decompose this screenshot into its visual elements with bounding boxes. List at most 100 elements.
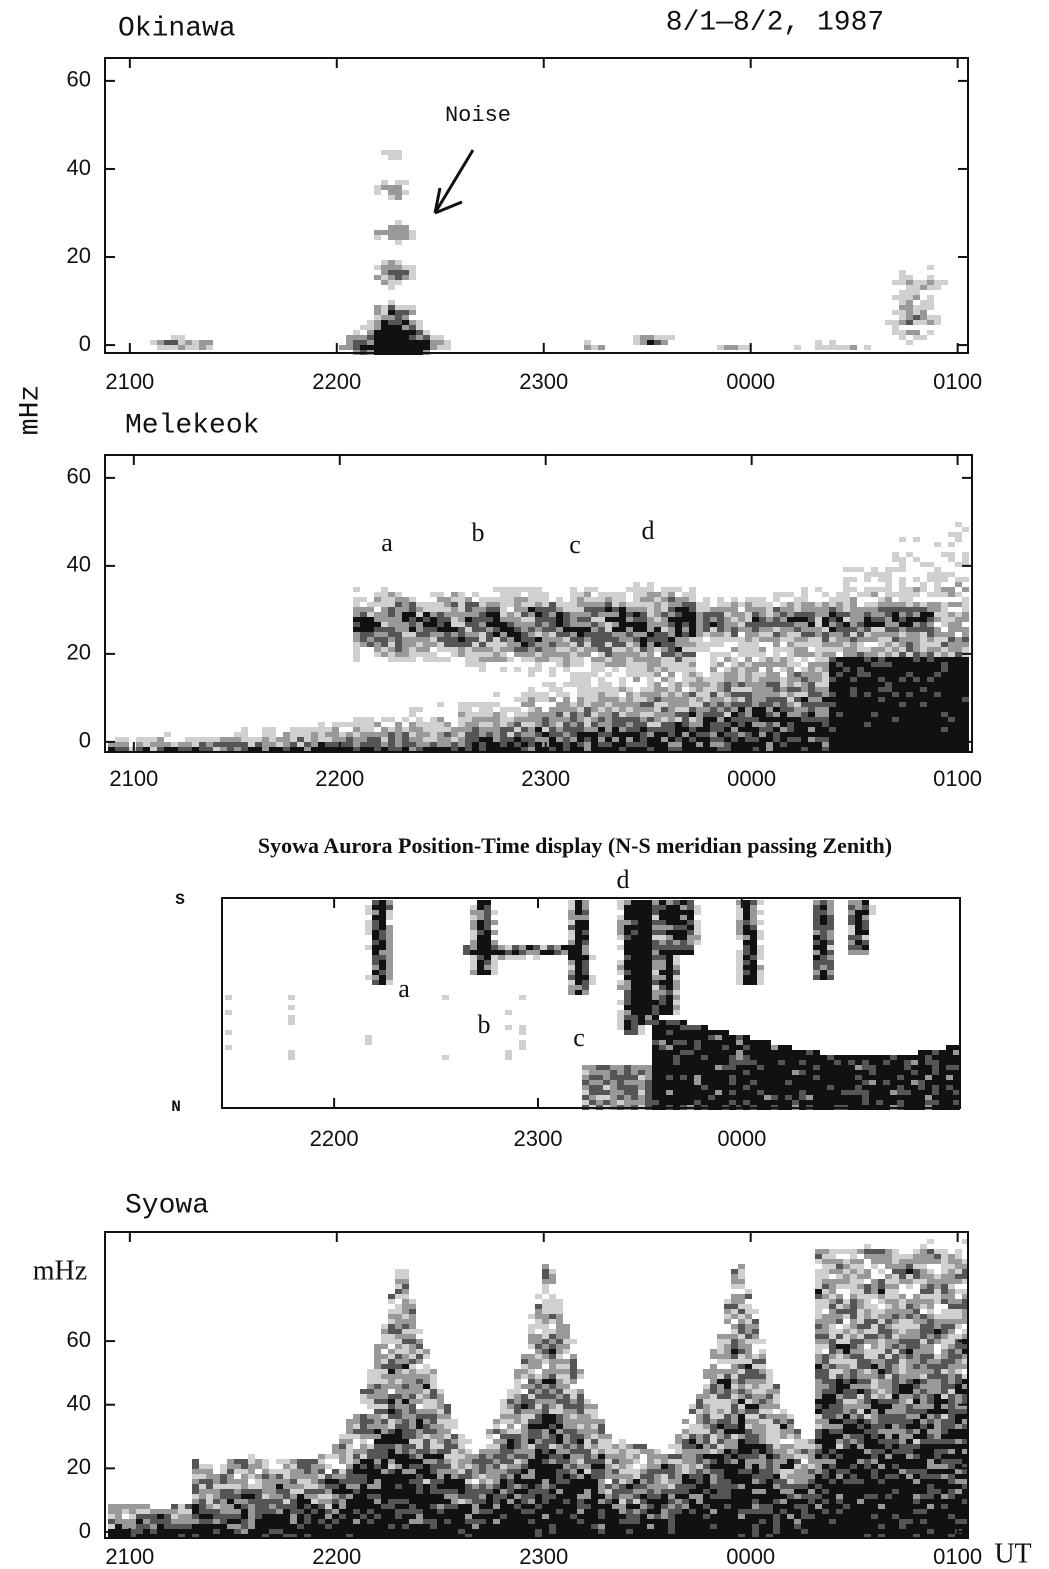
texture-cell [617,1025,624,1030]
texture-cell [416,632,423,637]
texture-cell [372,920,379,925]
texture-cell [638,965,645,970]
texture-cell [626,712,633,717]
texture-cell [318,732,325,737]
texture-cell [556,637,563,642]
texture-cell [780,612,787,617]
texture-cell [533,945,540,950]
texture-cell [645,940,652,945]
texture-cell [388,320,395,325]
texture-cell [913,732,920,737]
texture-cell [808,602,815,607]
texture-cell [542,722,549,727]
texture-cell [269,1524,276,1529]
texture-cell [528,647,535,652]
texture-cell [381,1334,388,1339]
texture-cell [652,915,659,920]
texture-cell [815,612,822,617]
texture-cell [920,737,927,742]
texture-cell [388,1339,395,1344]
texture-cell [717,702,724,707]
texture-cell [388,652,395,657]
texture-cell [668,602,675,607]
texture-cell [542,712,549,717]
texture-cell [948,692,955,697]
texture-cell [927,617,934,622]
texture-cell [577,662,584,667]
texture-cell [773,672,780,677]
texture-cell [724,732,731,737]
texture-cell [696,682,703,687]
texture-cell [388,1519,395,1524]
texture-cell [213,1504,220,1509]
texture-cell [276,1459,283,1464]
texture-cell [822,712,829,717]
texture-cell [554,945,561,950]
texture-cell [549,722,556,727]
texture-cell [736,1060,743,1065]
texture-cell [395,652,402,657]
texture-cell [766,612,773,617]
texture-cell [360,597,367,602]
texture-cell [773,637,780,642]
y-tick-label: 40 [67,552,91,577]
texture-cell [899,310,906,315]
texture-cell [626,672,633,677]
texture-cell [603,1075,610,1080]
texture-cell [360,1419,367,1424]
texture-cell [619,612,626,617]
texture-cell [388,1379,395,1384]
texture-cell [563,647,570,652]
texture-cell [694,1085,701,1090]
texture-cell [360,340,367,345]
texture-cell [290,1469,297,1474]
texture-cell [388,1329,395,1334]
texture-cell [409,310,416,315]
texture-cell [283,1519,290,1524]
texture-cell [801,727,808,732]
texture-cell [906,697,913,702]
texture-cell [906,295,913,300]
texture-cell [332,722,339,727]
texture-cell [780,617,787,622]
texture-cell [605,682,612,687]
texture-cell [612,632,619,637]
texture-cell [913,335,920,340]
texture-cell [687,950,694,955]
texture-cell [521,702,528,707]
texture-cell [661,617,668,622]
texture-cell [206,1474,213,1479]
texture-cell [549,637,556,642]
texture-cell [766,727,773,732]
texture-cell [647,737,654,742]
texture-cell [582,935,589,940]
texture-cell [808,717,815,722]
texture-cell [743,935,750,940]
texture-cell [346,1419,353,1424]
texture-cell [696,722,703,727]
texture-cell [631,1000,638,1005]
texture-cell [892,732,899,737]
texture-cell [575,900,582,905]
texture-cell [575,925,582,930]
texture-cell [395,632,402,637]
texture-cell [582,985,589,990]
texture-cell [661,642,668,647]
texture-cell [652,930,659,935]
texture-cell [722,1075,729,1080]
texture-cell [862,935,869,940]
texture-cell [507,612,514,617]
texture-cell [521,622,528,627]
texture-cell [624,985,631,990]
texture-cell [619,642,626,647]
texture-cell [855,1080,862,1085]
texture-cell [458,652,465,657]
texture-cell [381,1519,388,1524]
texture-cell [395,275,402,280]
texture-cell [694,1060,701,1065]
texture-cell [479,617,486,622]
texture-cell [703,692,710,697]
texture-cell [743,960,750,965]
texture-cell [948,652,955,657]
texture-cell [864,577,871,582]
